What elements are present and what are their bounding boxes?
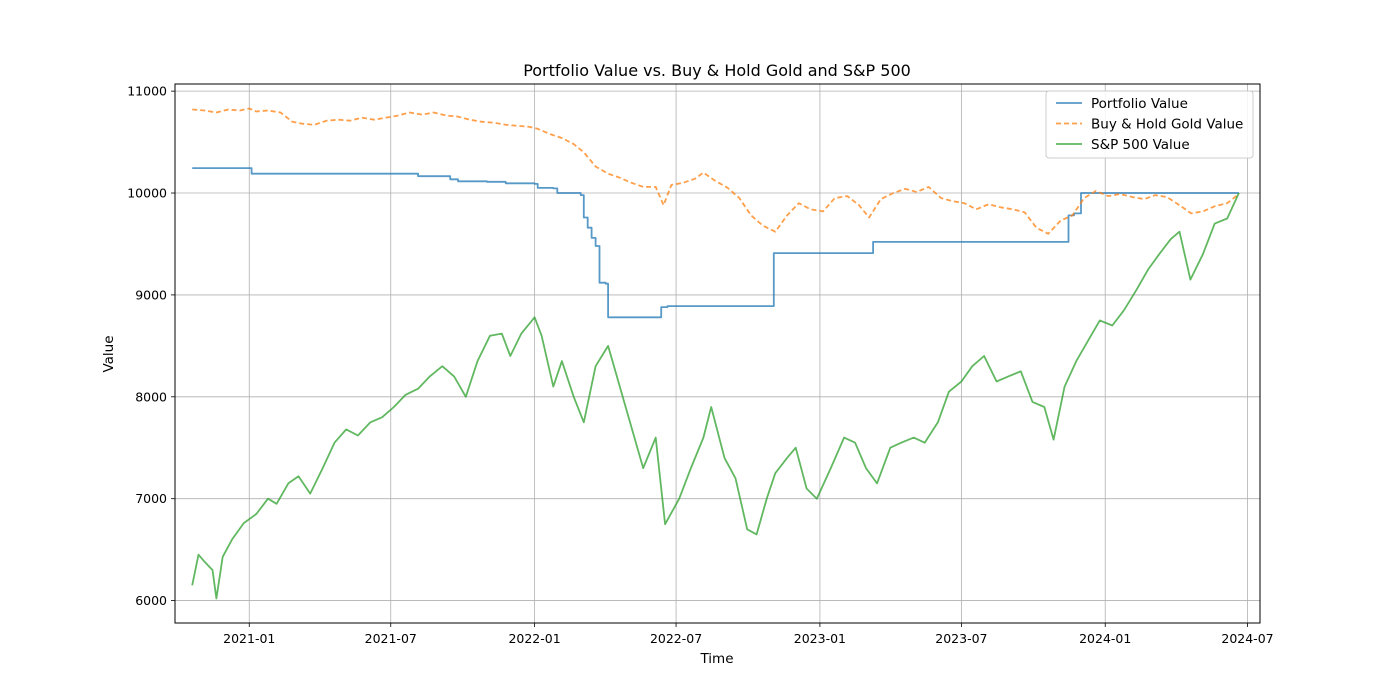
x-tick-label: 2023-07 (935, 631, 987, 646)
plot-area-frame (174, 83, 1261, 624)
y-axis: 6000 7000 8000 9000 10000 11000 (127, 84, 175, 608)
series-layer (191, 107, 1240, 600)
x-tick-label: 2021-01 (223, 631, 275, 646)
x-axis-label: Time (699, 651, 733, 667)
y-tick-label: 9000 (135, 287, 167, 302)
legend-box (1045, 90, 1254, 159)
grid (175, 84, 1260, 623)
y-tick-label: 10000 (127, 186, 167, 201)
legend-label: Buy & Hold Gold Value (1091, 116, 1243, 132)
chart-title: Portfolio Value vs. Buy & Hold Gold and … (523, 61, 911, 80)
x-tick-label: 2023-01 (794, 631, 846, 646)
series-line-s-p-500-value (191, 192, 1240, 600)
y-tick-label: 8000 (135, 389, 167, 404)
legend-label: Portfolio Value (1091, 96, 1188, 112)
x-tick-label: 2022-07 (650, 631, 702, 646)
legend-label: S&P 500 Value (1091, 137, 1190, 153)
y-axis-label: Value (101, 335, 117, 372)
y-tick-label: 7000 (135, 491, 167, 506)
x-tick-label: 2024-07 (1221, 631, 1273, 646)
y-tick-label: 11000 (127, 84, 167, 99)
series-line-portfolio-value (192, 167, 1239, 319)
y-tick-label: 6000 (135, 593, 167, 608)
x-tick-label: 2021-07 (365, 631, 417, 646)
x-tick-label: 2024-01 (1079, 631, 1131, 646)
x-tick-label: 2022-01 (508, 631, 560, 646)
legend: Portfolio Value Buy & Hold Gold Value S&P … (1045, 90, 1254, 159)
x-axis: 2021-01 2021-07 2022-01 2022-07 2023-01 2023-… (223, 623, 1274, 646)
